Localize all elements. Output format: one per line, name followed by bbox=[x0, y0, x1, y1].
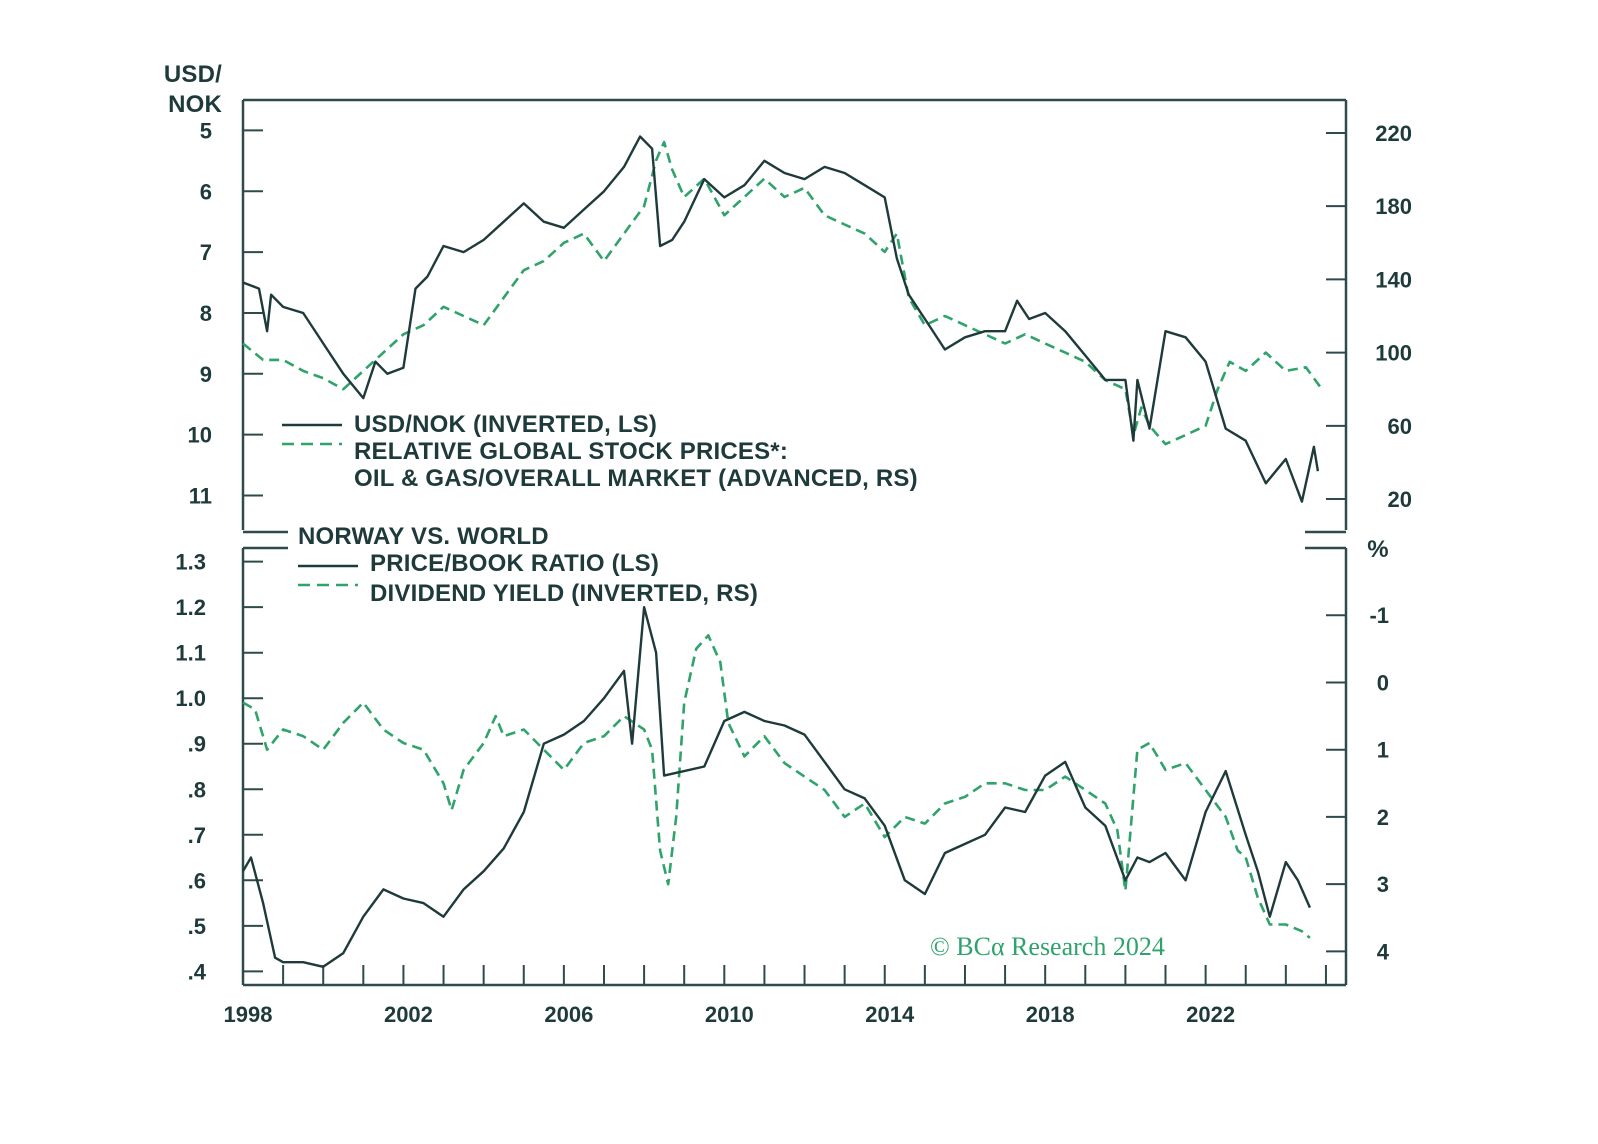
watermark: © BCα Research 2024 bbox=[930, 932, 1165, 961]
top-series-1-dashed bbox=[242, 140, 1323, 446]
top-right-tick-label-0: 20 bbox=[1388, 487, 1412, 512]
series-group bbox=[241, 135, 1323, 968]
bottom-left-tick-label-1: .5 bbox=[188, 914, 206, 939]
bottom-left-tick-label-9: 1.3 bbox=[175, 550, 206, 575]
bottom-right-tick-label-3: 2 bbox=[1377, 805, 1389, 830]
top-legend-label-2: RELATIVE GLOBAL STOCK PRICES*: bbox=[354, 438, 788, 465]
bottom-right-tick-label-2: 1 bbox=[1377, 738, 1389, 763]
top-left-axis-title: USD/ bbox=[164, 61, 222, 88]
bottom-series-1-dashed bbox=[242, 634, 1311, 939]
top-right-tick-label-3: 140 bbox=[1375, 267, 1412, 292]
top-left-tick-label-5: 10 bbox=[188, 423, 212, 448]
x-tick-label-3: 2010 bbox=[705, 1002, 754, 1027]
bottom-legend-label-2: DIVIDEND YIELD (INVERTED, RS) bbox=[370, 580, 758, 607]
x-tick-label-5: 2018 bbox=[1026, 1002, 1075, 1027]
top-left-tick-label-2: 7 bbox=[200, 240, 212, 265]
x-tick-label-6: 2022 bbox=[1186, 1002, 1235, 1027]
top-left-tick-label-1: 6 bbox=[200, 179, 212, 204]
bottom-left-tick-label-5: .9 bbox=[188, 732, 206, 757]
bottom-right-tick-label-0: -1 bbox=[1369, 603, 1389, 628]
top-legend-label-3: OIL & GAS/OVERALL MARKET (ADVANCED, RS) bbox=[354, 465, 918, 492]
usd-title-line2: NOK bbox=[168, 91, 222, 118]
bottom-left-tick-label-2: .6 bbox=[188, 868, 206, 893]
top-left-tick-label-6: 11 bbox=[189, 483, 212, 508]
bottom-right-tick-label-5: 4 bbox=[1377, 939, 1390, 964]
frames bbox=[241, 98, 1348, 987]
bottom-left-tick-label-4: .8 bbox=[188, 777, 206, 802]
top-left-tick-label-0: 5 bbox=[200, 118, 212, 143]
bottom-left-tick-label-3: .7 bbox=[188, 823, 206, 848]
top-left-tick-label-4: 9 bbox=[200, 362, 212, 387]
bottom-left-tick-label-7: 1.1 bbox=[175, 641, 206, 666]
x-tick-label-1: 2002 bbox=[384, 1002, 433, 1027]
bottom-left-tick-label-8: 1.2 bbox=[175, 595, 206, 620]
top-right-tick-label-5: 220 bbox=[1375, 121, 1412, 146]
bottom-right-axis-pct: % bbox=[1367, 536, 1389, 563]
top-left-axis-title-2: NOK bbox=[168, 91, 222, 118]
bottom-legend-label-1: PRICE/BOOK RATIO (LS) bbox=[370, 550, 659, 577]
bottom-legend: NORWAY VS. WORLD PRICE/BOOK RATIO (LS) D… bbox=[298, 523, 758, 607]
usd-title-line1: USD/ bbox=[164, 61, 222, 88]
top-series-0-solid bbox=[242, 135, 1320, 503]
top-legend-label-1: USD/NOK (INVERTED, LS) bbox=[354, 411, 657, 438]
bottom-panel-title: NORWAY VS. WORLD bbox=[298, 523, 549, 550]
bottom-left-tick-label-0: .4 bbox=[188, 959, 207, 984]
x-tick-label-2: 2006 bbox=[544, 1002, 593, 1027]
bottom-left-tick-label-6: 1.0 bbox=[175, 686, 206, 711]
top-right-tick-label-4: 180 bbox=[1375, 194, 1412, 219]
top-right-tick-label-2: 100 bbox=[1375, 341, 1412, 366]
top-legend: USD/NOK (INVERTED, LS) RELATIVE GLOBAL S… bbox=[282, 411, 918, 492]
bottom-right-tick-label-4: 3 bbox=[1377, 872, 1389, 897]
top-right-tick-label-1: 60 bbox=[1388, 414, 1412, 439]
top-left-tick-label-3: 8 bbox=[200, 301, 212, 326]
bottom-series-0-solid bbox=[241, 606, 1311, 968]
x-tick-label-0: 1998 bbox=[224, 1002, 273, 1027]
bottom-right-tick-label-1: 0 bbox=[1377, 670, 1389, 695]
x-tick-label-4: 2014 bbox=[865, 1002, 915, 1027]
